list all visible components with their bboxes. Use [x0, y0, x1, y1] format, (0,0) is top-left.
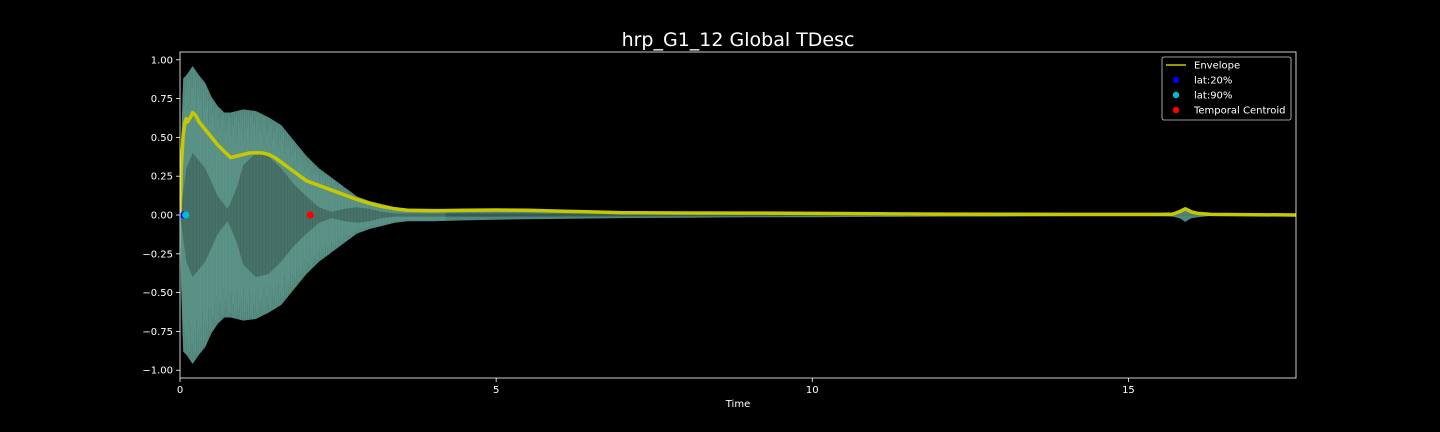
- y-tick-label: 0.50: [151, 133, 173, 144]
- point-lat-90: [182, 211, 190, 219]
- marker-layer: [180, 211, 314, 219]
- point-temporal-centroid: [306, 211, 314, 219]
- y-tick-label: 0.25: [151, 172, 173, 183]
- x-axis: 0 5 10 15: [177, 378, 1135, 396]
- y-tick-label: −0.50: [142, 288, 173, 299]
- chart-title: hrp_G1_12 Global TDesc: [622, 29, 855, 51]
- x-tick-label: 5: [493, 385, 499, 396]
- legend-marker-lat-20: [1172, 76, 1180, 84]
- legend-label-temporal-centroid: Temporal Centroid: [1193, 106, 1286, 117]
- y-tick-label: 0.00: [151, 211, 173, 222]
- series-envelope-line: [180, 110, 1296, 217]
- y-tick-label: −0.25: [142, 249, 173, 260]
- x-tick-label: 15: [1122, 385, 1135, 396]
- waveform-inner-area: [180, 152, 1296, 278]
- y-tick-label: 1.00: [151, 55, 173, 66]
- legend-box: [1161, 56, 1292, 121]
- y-axis: 1.00 0.75 0.50 0.25 0.00 −0.25 −0.50 −0.75 −1.00: [142, 55, 180, 377]
- plot-area: [180, 66, 1296, 364]
- y-tick-label: 0.75: [151, 94, 173, 105]
- legend-label-envelope: Envelope: [1194, 61, 1240, 72]
- legend-items: Envelope lat:20% lat:90% Temporal Centroid: [1166, 61, 1286, 117]
- x-tick-label: 0: [177, 385, 183, 396]
- x-axis-label: Time: [725, 399, 750, 410]
- x-tick-label: 10: [806, 385, 819, 396]
- legend-marker-lat-90: [1172, 91, 1180, 99]
- legend-label-lat-90: lat:90%: [1194, 91, 1232, 102]
- legend-marker-temporal-centroid: [1172, 106, 1180, 114]
- y-tick-label: −0.75: [142, 327, 173, 338]
- y-tick-label: −1.00: [142, 366, 173, 377]
- legend: Envelope lat:20% lat:90% Temporal Centroid: [1161, 56, 1292, 121]
- legend-label-lat-20: lat:20%: [1194, 76, 1232, 87]
